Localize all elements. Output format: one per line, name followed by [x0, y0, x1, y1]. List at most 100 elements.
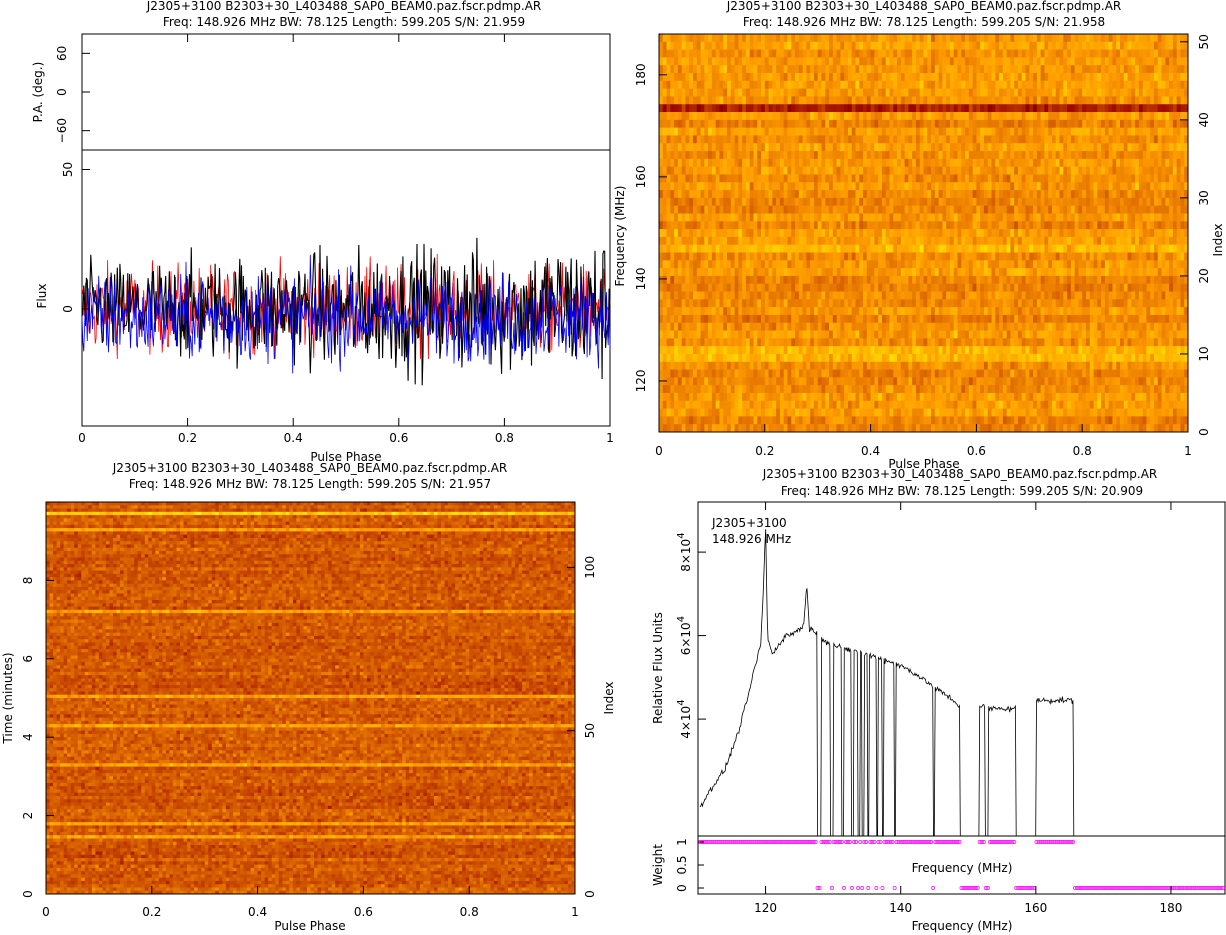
heatmap-cell: [757, 41, 762, 50]
heatmap-cell: [791, 205, 796, 214]
heatmap-cell: [1131, 252, 1136, 261]
heatmap-cell: [1048, 135, 1053, 144]
heatmap-cell: [908, 244, 913, 253]
heatmap-cell: [685, 73, 690, 82]
heatmap-cell: [704, 197, 709, 207]
heatmap-cell: [999, 57, 1004, 66]
heatmap-cell: [764, 268, 769, 277]
heatmap-cell: [965, 112, 970, 121]
heatmap-cell: [1127, 213, 1132, 222]
heatmap-cell: [1070, 213, 1076, 222]
heatmap-cell: [1146, 229, 1151, 238]
heatmap-cell: [844, 65, 849, 74]
heatmap-cell: [1029, 143, 1034, 152]
heatmap-cell: [734, 143, 739, 152]
heatmap-cell: [1010, 174, 1015, 183]
heatmap-cell: [1180, 205, 1185, 214]
heatmap-cell: [897, 174, 902, 183]
heatmap-cell: [821, 96, 826, 105]
heatmap-cell: [1176, 244, 1181, 253]
heatmap-cell: [1153, 197, 1159, 207]
heatmap-cell: [791, 96, 796, 105]
heatmap-cell: [983, 291, 989, 300]
heatmap-cell: [745, 151, 751, 160]
heatmap-cell: [677, 127, 683, 136]
heatmap-cell: [999, 166, 1004, 175]
heatmap-cell: [1063, 299, 1068, 308]
heatmap-cell: [659, 244, 664, 253]
heatmap-cell: [915, 205, 921, 214]
heatmap-cell: [1025, 260, 1030, 269]
heatmap-cell: [795, 252, 800, 261]
heatmap-cell: [870, 205, 875, 214]
heatmap-cell: [957, 57, 962, 66]
heatmap-cell: [787, 291, 792, 300]
heatmap-cell: [1135, 268, 1140, 277]
heatmap-cell: [1085, 244, 1091, 253]
heatmap-cell: [1172, 88, 1178, 97]
heatmap-cell: [878, 119, 883, 129]
heatmap-cell: [874, 190, 879, 199]
heatmap-cell: [1116, 104, 1121, 113]
heatmap-cell: [889, 57, 894, 66]
heatmap-cell: [881, 88, 887, 97]
heatmap-cell: [666, 182, 671, 191]
heatmap-cell: [1048, 88, 1053, 97]
heatmap-cell: [1021, 275, 1026, 285]
heatmap-cell: [1127, 291, 1132, 300]
heatmap-cell: [976, 236, 981, 246]
heatmap-cell: [1116, 252, 1121, 261]
heatmap-cell: [897, 73, 902, 82]
heatmap-cell: [825, 244, 830, 253]
heatmap-cell: [953, 135, 958, 144]
heatmap-cell: [1063, 205, 1068, 214]
heatmap-cell: [1161, 41, 1166, 50]
heatmap-cell: [832, 34, 837, 43]
heatmap-cell: [1169, 252, 1174, 261]
heatmap-cell: [708, 174, 713, 183]
heatmap-cell: [1044, 34, 1049, 43]
heatmap-cell: [704, 65, 709, 74]
heatmap-cell: [674, 197, 679, 207]
heatmap-cell: [946, 151, 951, 160]
heatmap-cell: [999, 80, 1004, 90]
heatmap-cell: [749, 143, 754, 152]
heatmap-cell: [995, 80, 1000, 90]
heatmap-cell: [711, 213, 717, 222]
heatmap-cell: [904, 158, 909, 168]
heatmap-cell: [1119, 135, 1125, 144]
heatmap-cell: [885, 244, 890, 253]
heatmap-cell: [776, 34, 781, 43]
heatmap-cell: [1078, 291, 1083, 300]
heatmap-cell: [817, 190, 822, 199]
heatmap-cell: [953, 73, 958, 82]
heatmap-cell: [1138, 291, 1144, 300]
heatmap-cell: [696, 88, 701, 97]
heatmap-cell: [1055, 80, 1060, 90]
heatmap-cell: [1051, 57, 1057, 66]
heatmap-cell: [681, 283, 686, 292]
heatmap-cell: [976, 229, 981, 238]
heatmap-cell: [1055, 174, 1060, 183]
heatmap-cell: [847, 307, 853, 316]
heatmap-cell: [866, 135, 871, 144]
heatmap-cell: [817, 41, 822, 50]
heatmap-cell: [938, 291, 943, 300]
heatmap-cell: [1036, 88, 1042, 97]
heatmap-cell: [1142, 49, 1147, 58]
heatmap-cell: [870, 229, 875, 238]
heatmap-cell: [662, 65, 667, 74]
heatmap-cell: [844, 104, 849, 113]
heatmap-cell: [783, 143, 788, 152]
heatmap-cell: [972, 104, 977, 113]
heatmap-cell: [1169, 73, 1174, 82]
heatmap-cell: [987, 41, 992, 50]
heatmap-cell: [1176, 197, 1181, 207]
heatmap-cell: [715, 65, 720, 74]
heatmap-cell: [1014, 291, 1019, 300]
heatmap-cell: [704, 127, 709, 136]
heatmap-cell: [870, 260, 875, 269]
heatmap-cell: [719, 104, 724, 113]
heatmap-cell: [685, 268, 690, 277]
heatmap-cell: [783, 127, 788, 136]
